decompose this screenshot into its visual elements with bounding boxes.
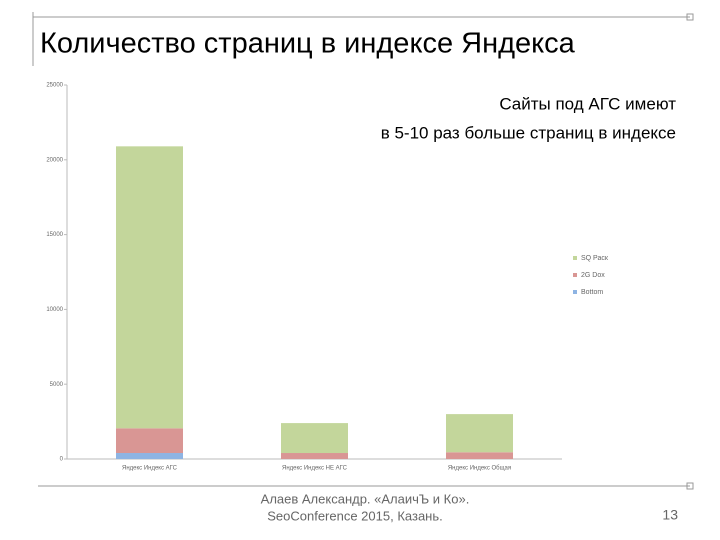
- x-tick-label: Яндекс Индекс НЕ АГС: [282, 466, 348, 472]
- legend-swatch: [573, 273, 577, 277]
- footer-line: Алаев Александр. «АлаичЪ и Ко».: [261, 491, 470, 506]
- bar-segment: [446, 452, 513, 459]
- bar-segment: [116, 146, 183, 429]
- footer-line: SeoConference 2015, Казань.: [267, 508, 443, 523]
- y-tick-label: 25000: [46, 83, 63, 89]
- corner-square: [686, 13, 694, 21]
- legend-swatch: [573, 256, 577, 260]
- legend-swatch: [573, 290, 577, 294]
- y-tick-label: 15000: [46, 232, 63, 238]
- legend-label: 2G Dox: [581, 272, 605, 279]
- bar-segment: [446, 414, 513, 453]
- y-tick-label: 5000: [50, 382, 64, 388]
- bar-segment: [281, 453, 348, 459]
- chart: 0 5000 10000 15000 20000 25000 Яндекс Индекс А…: [46, 83, 609, 472]
- x-tick-label: Яндекс Индекс Общая: [448, 466, 511, 472]
- bar-segment: [116, 453, 183, 459]
- bar-segment: [116, 428, 183, 454]
- corner-square: [686, 482, 694, 490]
- note-line: в 5-10 раз больше страниц в индексе: [381, 123, 676, 142]
- legend-label: SQ Раск: [581, 255, 609, 262]
- slide-title: Количество страниц в индексе Яндекса: [40, 28, 576, 60]
- bar-segment: [281, 423, 348, 454]
- y-tick-label: 20000: [46, 157, 63, 163]
- note-line: Сайты под АГС имеют: [499, 94, 676, 113]
- legend-label: Bottom: [581, 289, 603, 296]
- page-number: 13: [662, 507, 678, 523]
- y-tick-label: 0: [60, 457, 64, 463]
- y-tick-label: 10000: [46, 307, 63, 313]
- x-tick-label: Яндекс Индекс АГС: [122, 466, 178, 472]
